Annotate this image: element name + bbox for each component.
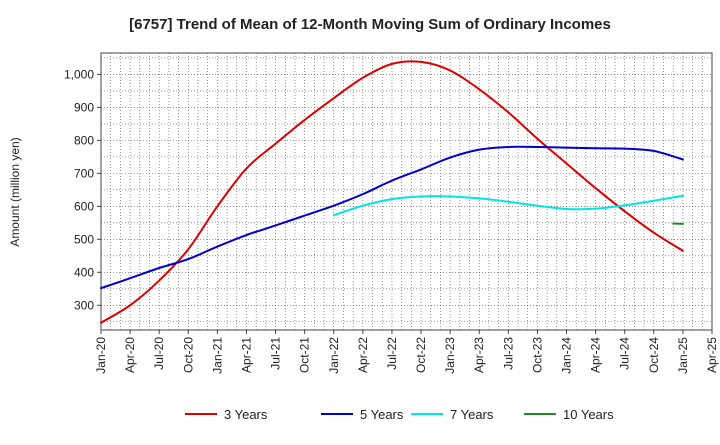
legend-label-3-years: 3 Years <box>224 407 268 422</box>
x-tick-label: Jan-25 <box>676 337 690 374</box>
y-tick-label: 900 <box>74 100 94 114</box>
x-tick-label: Oct-23 <box>530 337 544 373</box>
x-tick-label: Apr-25 <box>705 337 719 373</box>
x-tick-label: Jul-20 <box>152 337 166 370</box>
y-tick-label: 800 <box>74 133 94 147</box>
x-tick-label: Jan-21 <box>210 337 224 374</box>
x-tick-label: Jan-23 <box>443 337 457 374</box>
x-tick-label: Apr-22 <box>356 337 370 373</box>
x-tick-label: Oct-20 <box>181 337 195 373</box>
x-tick-label: Jul-22 <box>385 337 399 370</box>
x-tick-label: Jul-23 <box>501 337 515 370</box>
legend-label-10-years: 10 Years <box>563 407 614 422</box>
chart-title: [6757] Trend of Mean of 12-Month Moving … <box>129 16 611 33</box>
y-tick-label: 700 <box>74 166 94 180</box>
y-tick-label: 600 <box>74 199 94 213</box>
x-tick-label: Oct-21 <box>298 337 312 373</box>
x-tick-label: Apr-20 <box>123 337 137 373</box>
x-tick-label: Oct-24 <box>647 337 661 373</box>
x-tick-label: Jan-20 <box>94 337 108 374</box>
y-tick-label: 500 <box>74 232 94 246</box>
x-tick-label: Apr-23 <box>472 337 486 373</box>
x-tick-label: Jul-24 <box>618 337 632 370</box>
x-tick-label: Apr-21 <box>239 337 253 373</box>
x-tick-label: Oct-22 <box>414 337 428 373</box>
plot-area <box>101 53 712 330</box>
x-tick-label: Jan-22 <box>327 337 341 374</box>
y-tick-label: 400 <box>74 265 94 279</box>
x-tick-label: Jul-21 <box>269 337 283 370</box>
x-tick-label: Apr-24 <box>589 337 603 373</box>
y-tick-label: 1,000 <box>64 67 94 81</box>
y-tick-label: 300 <box>74 298 94 312</box>
y-axis-label: Amount (million yen) <box>8 137 22 246</box>
legend-label-5-years: 5 Years <box>360 407 404 422</box>
x-tick-label: Jan-24 <box>560 337 574 374</box>
legend-label-7-years: 7 Years <box>450 407 494 422</box>
